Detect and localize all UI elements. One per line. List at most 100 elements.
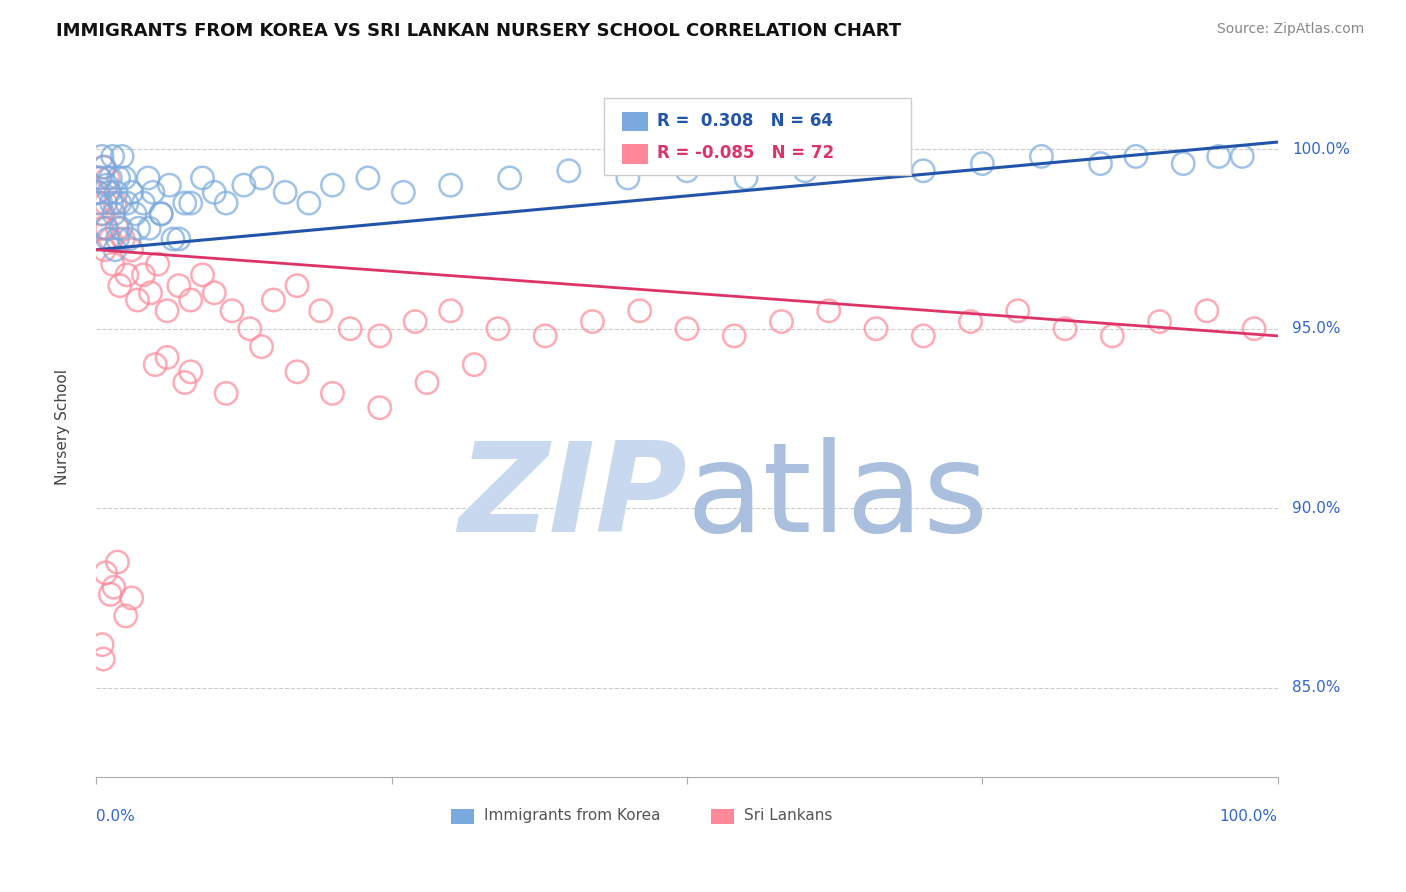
Point xyxy=(105,186,128,200)
FancyBboxPatch shape xyxy=(621,112,648,131)
Point xyxy=(321,386,343,401)
Point xyxy=(912,163,935,178)
Point xyxy=(628,303,651,318)
Point xyxy=(124,207,146,221)
Point xyxy=(274,186,297,200)
Point xyxy=(959,314,981,328)
Text: 85.0%: 85.0% xyxy=(1292,681,1340,695)
Text: 100.0%: 100.0% xyxy=(1220,809,1278,824)
Point xyxy=(94,566,117,580)
Point xyxy=(93,243,115,257)
Point xyxy=(111,149,134,163)
Point xyxy=(157,178,180,193)
Point xyxy=(368,329,391,343)
Point xyxy=(1101,329,1123,343)
Point xyxy=(90,196,112,211)
Point xyxy=(142,186,165,200)
Point xyxy=(180,196,202,211)
Point xyxy=(191,171,214,186)
Point xyxy=(107,171,129,186)
Point xyxy=(817,303,839,318)
Point xyxy=(1007,303,1029,318)
Point xyxy=(173,196,195,211)
Point xyxy=(180,365,202,379)
Point xyxy=(97,171,120,186)
Point xyxy=(1232,149,1254,163)
Point xyxy=(128,221,150,235)
Point xyxy=(368,401,391,415)
Point xyxy=(285,365,308,379)
Point xyxy=(114,171,136,186)
Point xyxy=(676,322,699,336)
Point xyxy=(121,591,143,605)
Point xyxy=(321,178,343,193)
Point xyxy=(156,351,179,365)
Text: Sri Lankans: Sri Lankans xyxy=(744,808,832,823)
Point xyxy=(392,186,415,200)
Text: 95.0%: 95.0% xyxy=(1292,321,1340,336)
Point xyxy=(865,322,887,336)
Point xyxy=(98,186,121,200)
Point xyxy=(97,232,120,246)
Point xyxy=(132,196,155,211)
Point xyxy=(100,196,122,211)
Point xyxy=(104,243,127,257)
Point xyxy=(250,340,273,354)
Point xyxy=(162,232,184,246)
Point xyxy=(87,186,110,200)
Point xyxy=(91,221,114,235)
Point xyxy=(146,257,169,271)
Point xyxy=(96,221,118,235)
FancyBboxPatch shape xyxy=(605,98,911,176)
Point xyxy=(107,232,129,246)
Point xyxy=(138,221,160,235)
Point xyxy=(440,178,463,193)
Point xyxy=(91,652,114,666)
Point xyxy=(298,196,321,211)
Text: 100.0%: 100.0% xyxy=(1292,142,1350,157)
Point xyxy=(262,293,284,307)
Point xyxy=(1195,303,1218,318)
Point xyxy=(558,163,581,178)
Point xyxy=(115,268,138,282)
Point xyxy=(339,322,361,336)
Point xyxy=(143,358,166,372)
Text: IMMIGRANTS FROM KOREA VS SRI LANKAN NURSERY SCHOOL CORRELATION CHART: IMMIGRANTS FROM KOREA VS SRI LANKAN NURS… xyxy=(56,22,901,40)
Point xyxy=(404,314,426,328)
Point xyxy=(794,163,817,178)
Point xyxy=(89,171,111,186)
FancyBboxPatch shape xyxy=(451,809,474,824)
Point xyxy=(770,314,793,328)
Point xyxy=(150,207,173,221)
Point xyxy=(167,278,190,293)
Point xyxy=(98,232,121,246)
Point xyxy=(676,163,699,178)
Point xyxy=(499,171,522,186)
Point xyxy=(617,171,640,186)
Point xyxy=(139,285,162,300)
Point xyxy=(103,580,125,594)
Point xyxy=(91,149,114,163)
Text: R = -0.085   N = 72: R = -0.085 N = 72 xyxy=(658,144,835,162)
Text: atlas: atlas xyxy=(688,437,988,558)
Text: Immigrants from Korea: Immigrants from Korea xyxy=(484,808,661,823)
Point xyxy=(1149,314,1171,328)
Point xyxy=(101,149,124,163)
Point xyxy=(91,638,114,652)
Point xyxy=(103,207,125,221)
Text: Source: ZipAtlas.com: Source: ZipAtlas.com xyxy=(1216,22,1364,37)
Point xyxy=(853,156,876,170)
Point xyxy=(534,329,557,343)
Point xyxy=(239,322,262,336)
Point xyxy=(118,232,141,246)
Point xyxy=(104,196,127,211)
Point xyxy=(136,171,159,186)
Point xyxy=(1208,149,1230,163)
Point xyxy=(440,303,463,318)
Point xyxy=(232,178,254,193)
Point xyxy=(93,160,115,174)
Point xyxy=(115,196,138,211)
Text: R =  0.308   N = 64: R = 0.308 N = 64 xyxy=(658,112,834,130)
Point xyxy=(173,376,195,390)
Point xyxy=(1125,149,1147,163)
